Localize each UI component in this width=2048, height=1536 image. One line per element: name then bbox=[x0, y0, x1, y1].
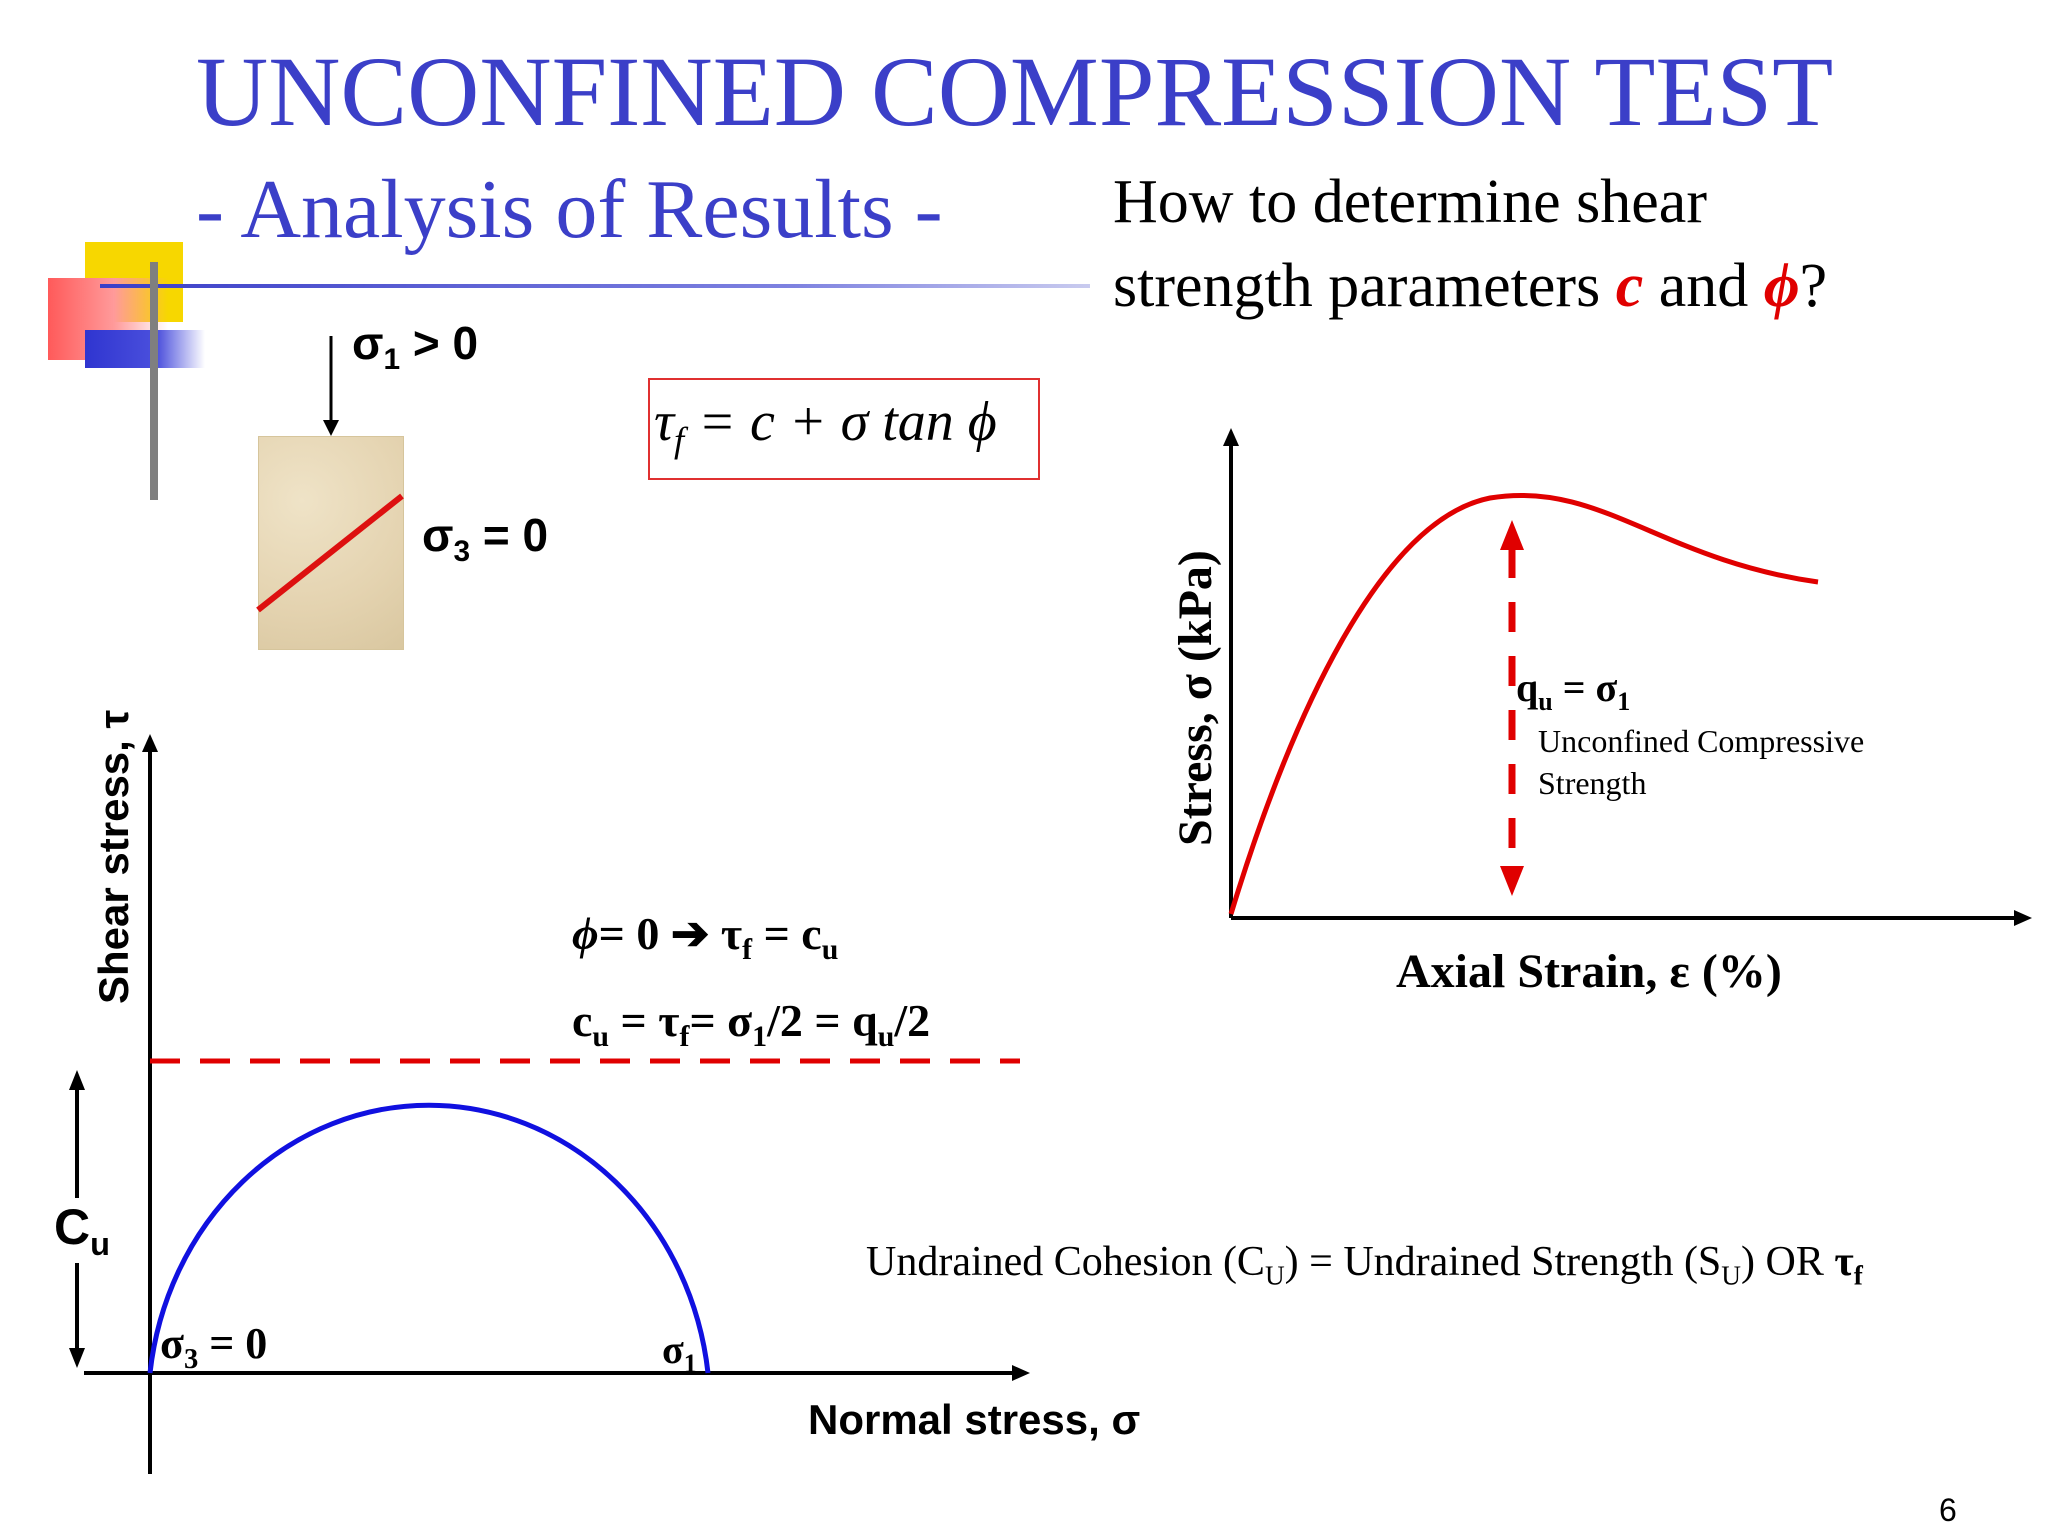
eq1-zero: = 0 bbox=[598, 908, 671, 959]
circle-sigma3-symbol: σ bbox=[160, 1319, 184, 1368]
eq2-tau-subscript: f bbox=[679, 1020, 690, 1054]
phi-zero-equation: ϕ= 0 ➔ τf = cu bbox=[572, 906, 838, 967]
cu-symbol: C bbox=[54, 1199, 91, 1255]
question-prefix: strength parameters bbox=[1113, 252, 1616, 320]
decor-blue-bar bbox=[85, 330, 205, 368]
qu-arrow-up bbox=[1500, 520, 1524, 550]
sigma3-symbol: σ bbox=[422, 509, 454, 561]
circle-sigma3-label: σ3 = 0 bbox=[160, 1318, 267, 1376]
ucs-description-line-2: Strength bbox=[1538, 765, 1647, 801]
circle-sigma1-subscript: 1 bbox=[683, 1349, 697, 1378]
eq2-half-q: /2 = q bbox=[767, 995, 878, 1046]
qu-symbol: q bbox=[1516, 665, 1539, 710]
question-and: and bbox=[1643, 252, 1764, 320]
cu-arrow-down bbox=[69, 1348, 85, 1368]
circle-sigma1-label: σ1 bbox=[662, 1326, 697, 1379]
eq2-sigma: = σ bbox=[689, 995, 753, 1046]
sigma3-value: = 0 bbox=[470, 509, 549, 561]
shear-axis-label: Shear stress, τ bbox=[90, 709, 137, 1004]
circle-sigma3-value: = 0 bbox=[198, 1319, 268, 1368]
sigma1-symbol: σ bbox=[352, 317, 384, 369]
cu-equation: cu = τf= σ1/2 = qu/2 bbox=[572, 994, 930, 1054]
undrained-note: Undrained Cohesion (CU) = Undrained Stre… bbox=[866, 1238, 1863, 1291]
cu-label: Cu bbox=[54, 1198, 110, 1263]
ucs-description: Unconfined Compressive Strength bbox=[1538, 720, 1864, 804]
qu-subscript: u bbox=[1538, 687, 1553, 716]
note-part-a: Undrained Cohesion (C bbox=[866, 1239, 1265, 1285]
eq2-c-subscript: u bbox=[592, 1020, 610, 1054]
qu-label: qu = σ1 bbox=[1516, 664, 1630, 717]
formula-tau-subscript: f bbox=[674, 420, 685, 461]
coulomb-formula: τf = c + σ tan ϕ bbox=[654, 390, 997, 461]
page-subtitle: - Analysis of Results - bbox=[196, 163, 943, 256]
sigma1-load-label: σ1 > 0 bbox=[352, 316, 478, 377]
title-underline bbox=[100, 284, 1090, 288]
note-b-subscript: U bbox=[1721, 1260, 1742, 1291]
cu-subscript: u bbox=[90, 1226, 110, 1262]
sigma3-confine-label: σ3 = 0 bbox=[422, 508, 548, 569]
arrow-icon: ➔ bbox=[670, 908, 710, 959]
normal-axis-label: Normal stress, σ bbox=[808, 1396, 1141, 1443]
formula-tau: τ bbox=[654, 391, 675, 453]
eq2-sigma-subscript: 1 bbox=[752, 1020, 768, 1054]
question-line-1: How to determine shear bbox=[1113, 168, 1707, 236]
ucs-description-line-1: Unconfined Compressive bbox=[1538, 723, 1865, 759]
stress-strain-curve bbox=[1228, 492, 1819, 915]
eq1-c-subscript: u bbox=[821, 933, 839, 967]
eq2-c: c bbox=[572, 995, 593, 1046]
question-line-2: strength parameters c and ϕ? bbox=[1113, 244, 1827, 328]
load-arrow-head bbox=[323, 420, 339, 436]
cu-arrow-up bbox=[69, 1070, 85, 1090]
decor-vertical-bar bbox=[150, 262, 158, 500]
circle-sigma3-subscript: 3 bbox=[183, 1343, 199, 1375]
strain-axis-arrow bbox=[2014, 910, 2032, 926]
eq1-phi: ϕ bbox=[572, 908, 599, 959]
formula-rhs: = c + σ tan ϕ bbox=[684, 391, 997, 453]
param-phi: ϕ bbox=[1763, 252, 1800, 320]
note-a-subscript: U bbox=[1264, 1260, 1285, 1291]
normal-axis-arrow bbox=[1012, 1365, 1030, 1381]
qu-equals-sigma: = σ bbox=[1552, 665, 1618, 710]
sigma3-subscript: 3 bbox=[453, 535, 471, 569]
page-title: UNCONFINED COMPRESSION TEST bbox=[196, 36, 1834, 147]
mohr-circle bbox=[147, 1102, 711, 1374]
param-c: c bbox=[1615, 252, 1644, 320]
page-number: 6 bbox=[1939, 1492, 1957, 1528]
sigma1-value: > 0 bbox=[400, 317, 479, 369]
qu-sigma-subscript: 1 bbox=[1617, 687, 1631, 716]
note-tau-subscript: f bbox=[1853, 1260, 1863, 1291]
eq2-half: /2 bbox=[894, 995, 931, 1046]
qu-arrow-down bbox=[1500, 866, 1524, 896]
eq1-tau-subscript: f bbox=[742, 933, 753, 967]
formula-box bbox=[648, 378, 1040, 480]
stress-axis-arrow bbox=[1223, 428, 1239, 446]
note-tau: τ bbox=[1834, 1239, 1854, 1285]
eq2-tau: = τ bbox=[609, 995, 680, 1046]
strain-axis-label: Axial Strain, ε (%) bbox=[1396, 945, 1782, 998]
question-mark: ? bbox=[1799, 252, 1828, 320]
eq1-equals-c: = c bbox=[752, 908, 822, 959]
failure-plane-line bbox=[256, 493, 404, 613]
note-part-b: ) = Undrained Strength (S bbox=[1284, 1239, 1722, 1285]
eq2-q-subscript: u bbox=[877, 1020, 895, 1054]
shear-axis-arrow bbox=[142, 734, 158, 752]
sigma1-subscript: 1 bbox=[383, 343, 401, 377]
note-part-c: ) OR bbox=[1741, 1239, 1835, 1285]
question-text: How to determine shear strength paramete… bbox=[1113, 160, 1827, 328]
circle-sigma1-symbol: σ bbox=[662, 1327, 684, 1372]
eq1-tau: τ bbox=[709, 908, 743, 959]
soil-sample bbox=[258, 436, 404, 650]
